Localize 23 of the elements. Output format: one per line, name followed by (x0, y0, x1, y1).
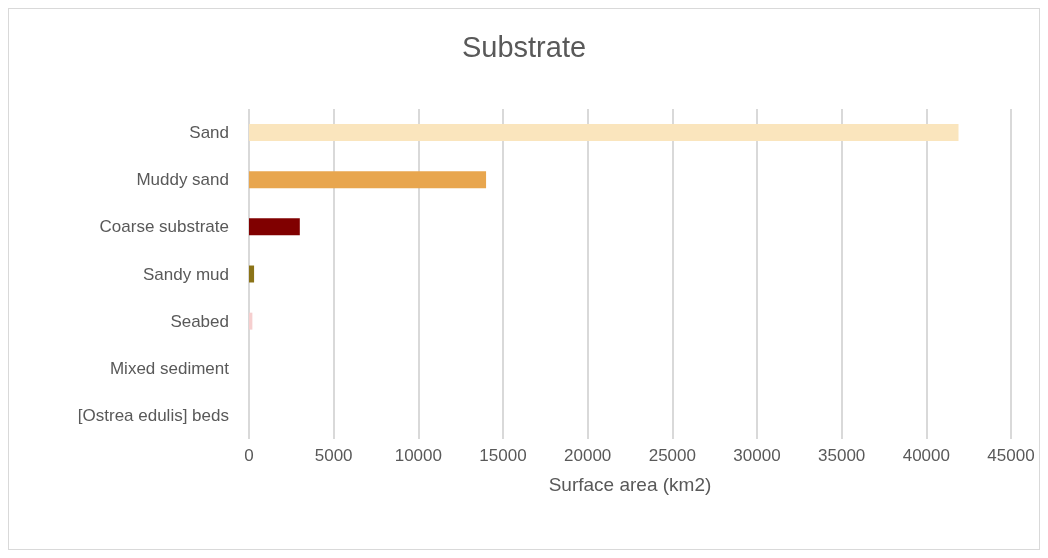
y-tick-label: Sand (189, 123, 229, 143)
x-tick-label: 15000 (479, 446, 527, 465)
x-tick-label: 45000 (987, 446, 1035, 465)
bar (249, 171, 487, 189)
x-tick-label: 35000 (818, 446, 866, 465)
x-tick-label: 5000 (314, 446, 353, 465)
bar (249, 265, 255, 283)
x-tick-label: 10000 (394, 446, 442, 465)
x-tick-label: 30000 (733, 446, 781, 465)
y-tick-label: Coarse substrate (99, 217, 229, 237)
x-tick-label: 40000 (902, 446, 950, 465)
x-axis-title: Surface area (km2) (548, 474, 712, 495)
chart-title: Substrate (461, 30, 587, 63)
x-tick-label: 25000 (648, 446, 696, 465)
y-tick-label: Muddy sand (136, 170, 229, 190)
x-tick-label: 20000 (564, 446, 612, 465)
y-tick-label: Mixed sediment (109, 358, 230, 378)
y-tick-label: [Ostrea edulis] beds (77, 405, 229, 425)
bar (249, 218, 300, 236)
y-tick-label: Seabed (170, 311, 229, 331)
bar (249, 124, 959, 142)
y-tick-label: Sandy mud (143, 264, 229, 284)
x-tick-label: 0 (244, 446, 254, 465)
